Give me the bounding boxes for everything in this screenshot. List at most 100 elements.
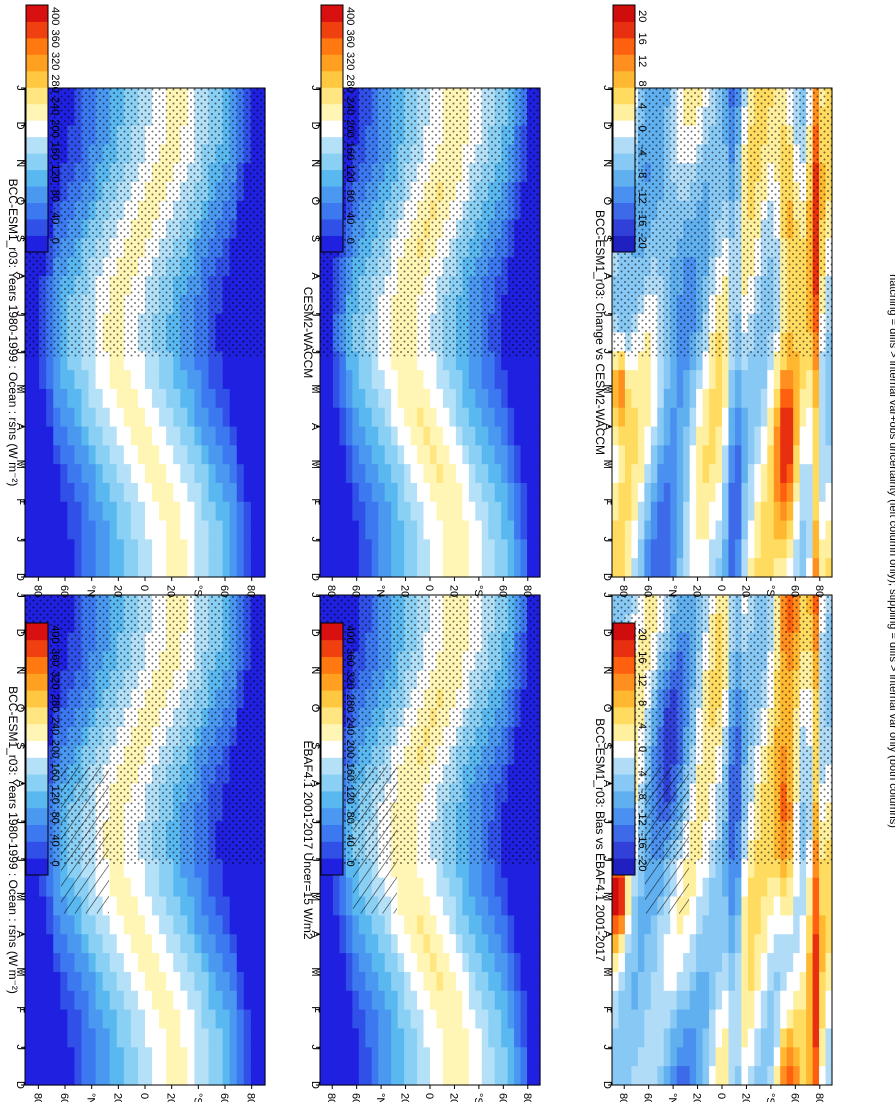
heatmap-cell (507, 351, 515, 371)
heatmap-cell (488, 990, 496, 1011)
heatmap-cell (250, 445, 259, 465)
heatmap-cell (358, 370, 366, 390)
heatmap-cell (462, 520, 470, 540)
heatmap-cell (46, 896, 54, 916)
heatmap-cell (201, 877, 210, 898)
heatmap-cell (462, 896, 470, 916)
heatmap-cell (39, 351, 47, 371)
heatmap-cell (423, 558, 431, 578)
heatmap-cell (741, 1028, 749, 1048)
heatmap-cell (53, 482, 61, 503)
heatmap-cell (187, 445, 196, 465)
heatmap-cell (25, 896, 33, 916)
x-tick-label: J (309, 856, 321, 862)
heatmap-cell (39, 971, 47, 992)
heatmap-cell (201, 1009, 210, 1030)
heatmap-cell (152, 915, 160, 935)
heatmap-cell (514, 388, 522, 409)
colorbar-swatch (321, 37, 343, 55)
heatmap-cell (152, 501, 160, 522)
heatmap-cell (46, 351, 54, 371)
heatmap-cell (88, 1066, 97, 1086)
colorbar-swatch (26, 690, 48, 708)
heatmap-cell (137, 539, 146, 559)
heatmap-cell (243, 1028, 252, 1048)
heatmap-cell (123, 370, 132, 390)
heatmap-cell (352, 1028, 360, 1048)
heatmap-cell (455, 445, 463, 465)
x-tick-label: D (309, 629, 321, 637)
colorbar-swatch (321, 219, 343, 236)
heatmap-cell (488, 520, 496, 540)
heatmap-cell (696, 990, 704, 1011)
heatmap-cell (468, 370, 476, 390)
heatmap-cell (116, 445, 125, 465)
x-tick-label: J (309, 349, 321, 355)
heatmap-cell (25, 407, 33, 428)
heatmap-cell (494, 539, 502, 559)
heatmap-cell (397, 858, 405, 879)
heatmap-cell (32, 351, 40, 371)
heatmap-cell (250, 934, 259, 954)
heatmap-cell (481, 877, 489, 898)
heatmap-cell (709, 1066, 717, 1086)
heatmap-cell (514, 520, 522, 540)
heatmap-cell (222, 1028, 231, 1048)
heatmap-cell (728, 1028, 736, 1048)
x-tick-label: A (14, 780, 26, 788)
heatmap-cell (806, 915, 814, 935)
heatmap-cell (436, 953, 444, 973)
heatmap-cell (819, 971, 827, 992)
colorbar-tick-label: -12 (636, 810, 648, 826)
heatmap-cell (159, 558, 167, 578)
heatmap-cell (145, 464, 153, 484)
heatmap-cell (365, 915, 373, 935)
heatmap-cell (481, 388, 489, 409)
heatmap-cell (631, 1028, 639, 1048)
heatmap-cell (109, 1066, 118, 1086)
heatmap-cell (806, 858, 814, 879)
heatmap-cell (116, 971, 125, 992)
heatmap-cell (123, 407, 132, 428)
heatmap-cell (236, 407, 245, 428)
heatmap-cell (159, 1009, 167, 1030)
heatmap-cell (514, 501, 522, 522)
heatmap-cell (130, 953, 139, 973)
heatmap-cell (130, 501, 139, 522)
heatmap-cell (644, 445, 652, 465)
heatmap-cell (159, 539, 167, 559)
colorbar-swatch (26, 54, 48, 72)
heatmap-cell (384, 370, 392, 390)
heatmap-cell (442, 370, 451, 390)
heatmap-cell (159, 370, 167, 390)
heatmap-cell (39, 558, 47, 578)
heatmap-cell (624, 388, 633, 409)
heatmap-cell (391, 971, 399, 992)
heatmap-cell (326, 520, 334, 540)
colorbar-swatch (26, 153, 48, 171)
heatmap-cell (208, 501, 217, 522)
heatmap-cell (95, 1066, 104, 1086)
heatmap-cell (130, 990, 139, 1011)
heatmap-cell (67, 520, 76, 540)
heatmap-cell (116, 351, 125, 371)
heatmap-cell (243, 464, 252, 484)
heatmap-cell (320, 1066, 328, 1086)
heatmap-cell (793, 858, 801, 879)
heatmap-cell (152, 1009, 160, 1030)
heatmap-cell (514, 877, 522, 898)
heatmap-cell (365, 990, 373, 1011)
heatmap-cell (88, 934, 97, 954)
heatmap-cell (734, 990, 743, 1011)
heatmap-cell (780, 858, 788, 879)
heatmap-cell (494, 520, 502, 540)
heatmap-cell (488, 896, 496, 916)
heatmap-cell (391, 990, 399, 1011)
heatmap-cell (358, 539, 366, 559)
heatmap-cell (657, 934, 665, 954)
heatmap-cell (455, 370, 463, 390)
heatmap-cell (236, 482, 245, 503)
heatmap-cell (475, 388, 483, 409)
heatmap-cell (657, 953, 665, 973)
heatmap-cell (481, 896, 489, 916)
